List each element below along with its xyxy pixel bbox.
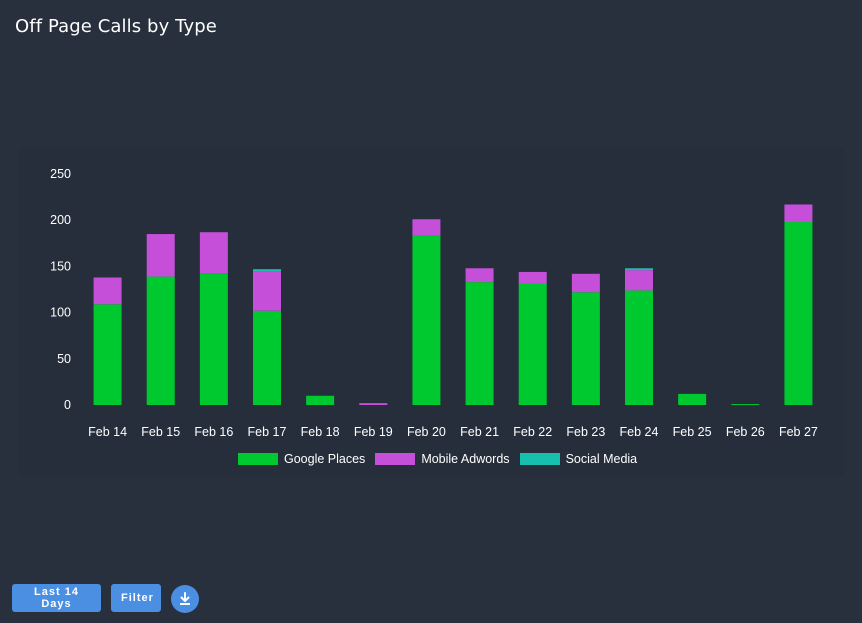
bar-segment[interactable] <box>625 290 653 405</box>
bar-segment[interactable] <box>571 273 600 293</box>
bar-segment[interactable] <box>199 232 228 274</box>
bar-segment[interactable] <box>253 271 281 311</box>
x-tick-label: Feb 24 <box>620 425 659 439</box>
bar-segment[interactable] <box>784 222 813 405</box>
bar-segment[interactable] <box>146 234 175 277</box>
bar-segment[interactable] <box>359 403 388 405</box>
bar-segment[interactable] <box>146 276 175 405</box>
x-tick-label: Feb 27 <box>779 425 818 439</box>
bar-segment[interactable] <box>412 235 441 405</box>
x-axis: Feb 14 Feb 15 Feb 16 Feb 17 Feb 18 Feb 19 Feb … <box>88 425 818 439</box>
x-tick-label: Feb 25 <box>673 425 712 439</box>
bar-segment[interactable] <box>199 273 228 405</box>
x-tick-label: Feb 22 <box>513 425 552 439</box>
x-tick-label: Feb 19 <box>354 425 393 439</box>
bar-chart: 0 50 100 150 200 250 Feb 14 Feb 15 Feb 16 Feb 17… <box>50 167 818 439</box>
bar-segment[interactable] <box>518 283 547 405</box>
legend-label-mobile-adwords: Mobile Adwords <box>421 452 510 466</box>
download-icon <box>180 592 190 605</box>
legend-label-google-places: Google Places <box>284 452 366 466</box>
x-tick-label: Feb 17 <box>248 425 287 439</box>
bar-segment[interactable] <box>625 270 653 291</box>
bar-segment[interactable] <box>678 393 707 405</box>
x-tick-label: Feb 21 <box>460 425 499 439</box>
bar-segment[interactable] <box>465 282 494 405</box>
legend-swatch-social-media <box>519 453 560 465</box>
x-tick-label: Feb 14 <box>88 425 127 439</box>
bars-group <box>93 204 813 406</box>
x-tick-label: Feb 26 <box>726 425 765 439</box>
bar-segment[interactable] <box>306 395 335 405</box>
bar-segment[interactable] <box>93 304 122 405</box>
legend-item-google-places[interactable]: Google Places <box>238 452 365 466</box>
bar-segment[interactable] <box>253 310 281 405</box>
y-axis: 0 50 100 150 200 250 <box>50 167 71 412</box>
y-tick-label: 150 <box>50 259 71 273</box>
legend-item-mobile-adwords[interactable]: Mobile Adwords <box>375 452 510 466</box>
bar-segment[interactable] <box>571 292 600 405</box>
download-button[interactable] <box>171 585 199 613</box>
bar-segment[interactable] <box>784 204 813 223</box>
bar-segment[interactable] <box>731 404 760 406</box>
bar-segment[interactable] <box>465 268 494 283</box>
bar-segment[interactable] <box>625 268 653 271</box>
page-title: Off Page Calls by Type <box>15 16 217 37</box>
y-tick-label: 250 <box>50 167 71 181</box>
bar-segment[interactable] <box>253 269 281 272</box>
bar-segment[interactable] <box>412 219 441 236</box>
date-range-button[interactable]: Last 14 Days <box>12 584 101 612</box>
legend-label-social-media: Social Media <box>565 452 638 466</box>
legend-swatch-mobile-adwords <box>375 453 416 465</box>
chart-legend: Google Places Mobile Adwords Social Medi… <box>238 452 647 466</box>
x-tick-label: Feb 16 <box>194 425 233 439</box>
bar-segment[interactable] <box>93 277 122 305</box>
x-tick-label: Feb 15 <box>141 425 180 439</box>
y-tick-label: 100 <box>50 306 71 320</box>
legend-swatch-google-places <box>238 453 278 465</box>
y-tick-label: 50 <box>57 352 71 366</box>
x-tick-label: Feb 20 <box>407 425 446 439</box>
x-tick-label: Feb 23 <box>566 425 605 439</box>
y-tick-label: 0 <box>64 398 71 412</box>
y-tick-label: 200 <box>50 213 71 227</box>
bar-segment[interactable] <box>518 271 547 284</box>
filter-button[interactable]: Filter <box>111 584 161 612</box>
x-tick-label: Feb 18 <box>301 425 340 439</box>
legend-item-social-media[interactable]: Social Media <box>519 452 638 466</box>
